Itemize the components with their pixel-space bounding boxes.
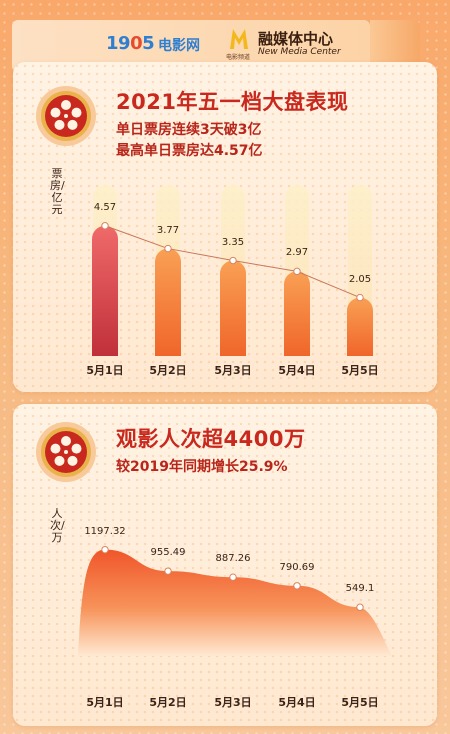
x-tick-label: 5月2日 xyxy=(149,696,187,709)
bar-1 xyxy=(92,225,118,356)
chart2-ylabel: 人次/万 xyxy=(50,507,65,544)
chart2-title: 观影人次超4400万 xyxy=(116,427,306,451)
area-value-label: 790.69 xyxy=(279,561,315,573)
bar-5 xyxy=(347,297,373,356)
trend-point xyxy=(356,293,364,302)
chart2-subtitle: 较2019年同期增长25.9% xyxy=(116,459,288,475)
area-value-label: 1197.32 xyxy=(84,525,126,537)
area-fill xyxy=(78,549,392,656)
audience-panel xyxy=(13,404,437,726)
movie-channel-logo-icon xyxy=(230,29,248,49)
bar-3 xyxy=(220,260,246,356)
bar-value-label: 2.97 xyxy=(285,247,309,259)
area-value-label: 955.49 xyxy=(150,547,186,559)
logo-1905: 1905 xyxy=(106,33,155,54)
area-point xyxy=(101,545,109,554)
x-tick-label: 5月2日 xyxy=(149,364,187,377)
bar-value-label: 3.35 xyxy=(221,236,245,248)
x-tick-label: 5月5日 xyxy=(341,364,379,377)
bar-value-label: 2.05 xyxy=(348,273,372,285)
trend-point xyxy=(101,222,109,230)
bar-value-label: 3.77 xyxy=(156,224,180,236)
bar-2 xyxy=(155,248,181,356)
bar-value-label: 4.57 xyxy=(93,201,117,213)
area-point xyxy=(164,567,172,575)
x-tick-label: 5月3日 xyxy=(214,364,252,377)
trend-point xyxy=(293,267,301,276)
brand-title: 融媒体中心 xyxy=(258,30,334,48)
movie-channel-label: 电影频道 xyxy=(226,54,251,61)
chart1-subtitle-1: 单日票房连续3天破3亿 xyxy=(116,122,262,138)
x-tick-label: 5月1日 xyxy=(86,364,124,377)
area-value-label: 887.26 xyxy=(215,553,251,565)
trend-point xyxy=(229,256,237,265)
bar-4 xyxy=(284,271,310,356)
brand-subtitle: New Media Center xyxy=(258,47,341,57)
area-point xyxy=(229,573,237,581)
x-tick-label: 5月4日 xyxy=(278,696,316,709)
x-tick-label: 5月4日 xyxy=(278,364,316,377)
x-tick-label: 5月5日 xyxy=(341,696,379,709)
x-tick-label: 5月1日 xyxy=(86,696,124,709)
chart1-ylabel: 票房/亿元 xyxy=(50,167,65,216)
trend-point xyxy=(164,244,172,253)
area-point xyxy=(356,603,364,611)
chart1-subtitle-2: 最高单日票房达4.57亿 xyxy=(116,143,263,159)
area-point xyxy=(293,582,301,590)
chart1-title: 2021年五一档大盘表现 xyxy=(116,90,349,114)
area-value-label: 549.1 xyxy=(345,583,375,595)
x-tick-label: 5月3日 xyxy=(214,696,252,709)
logo-1905-text: 电影网 xyxy=(158,38,200,54)
